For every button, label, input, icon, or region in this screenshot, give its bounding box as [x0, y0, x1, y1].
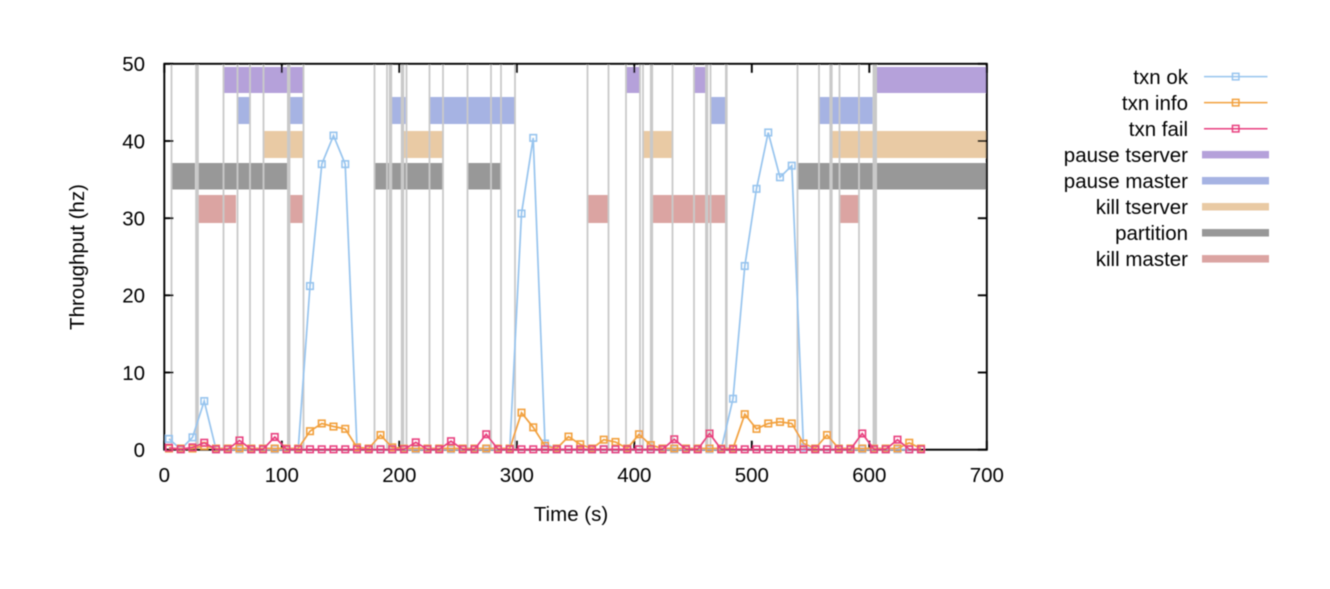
svg-text:Throughput (hz): Throughput (hz) — [66, 184, 89, 330]
svg-text:50: 50 — [122, 53, 145, 76]
svg-text:kill master: kill master — [1096, 248, 1188, 271]
svg-text:txn info: txn info — [1122, 92, 1188, 115]
svg-text:pause master: pause master — [1064, 170, 1188, 193]
svg-text:200: 200 — [382, 464, 416, 487]
svg-text:kill tserver: kill tserver — [1096, 196, 1188, 219]
svg-text:txn fail: txn fail — [1129, 118, 1188, 141]
svg-text:0: 0 — [159, 464, 170, 487]
svg-text:700: 700 — [970, 464, 1004, 487]
svg-text:100: 100 — [265, 464, 299, 487]
svg-text:40: 40 — [122, 130, 145, 153]
svg-text:400: 400 — [617, 464, 651, 487]
svg-text:Time (s): Time (s) — [534, 503, 608, 526]
svg-text:pause tserver: pause tserver — [1064, 144, 1188, 167]
svg-text:300: 300 — [500, 464, 534, 487]
svg-text:20: 20 — [122, 285, 145, 308]
svg-text:10: 10 — [122, 362, 145, 385]
svg-text:500: 500 — [735, 464, 769, 487]
svg-text:0: 0 — [134, 439, 145, 462]
svg-text:partition: partition — [1115, 222, 1188, 245]
svg-text:600: 600 — [852, 464, 886, 487]
svg-text:txn ok: txn ok — [1133, 66, 1188, 89]
svg-text:30: 30 — [122, 208, 145, 231]
